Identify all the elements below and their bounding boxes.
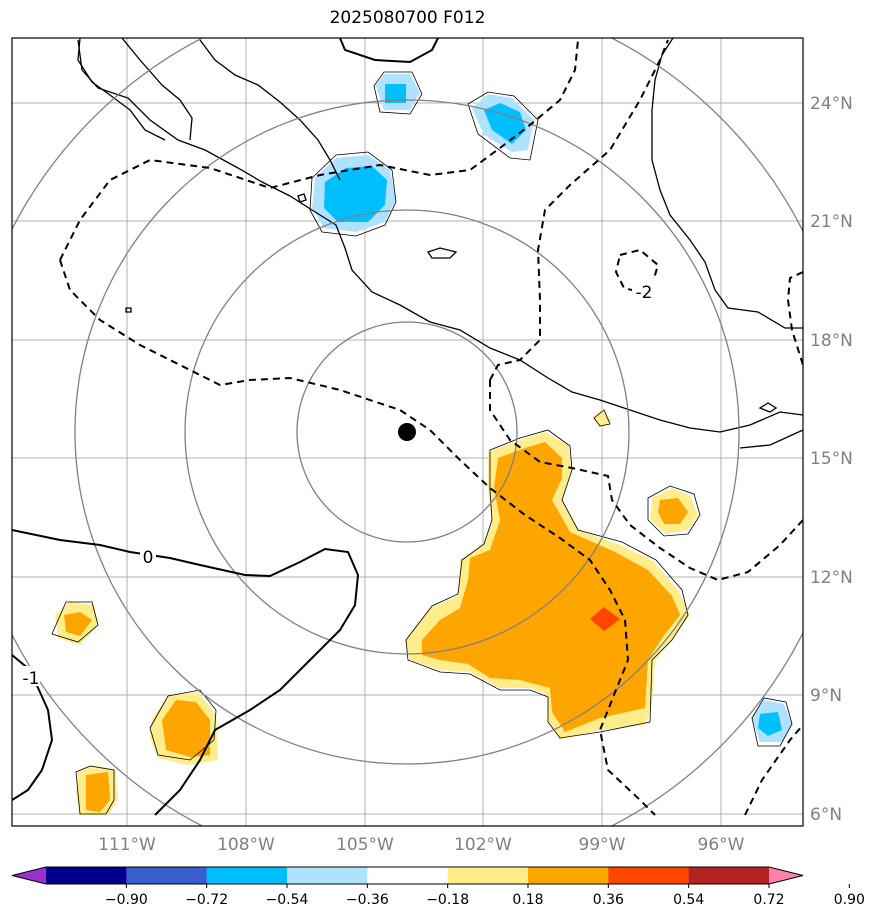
contour-dashed-east-2 — [489, 380, 803, 582]
lon-label-102w: 102°W — [454, 835, 512, 855]
lon-label-105w: 105°W — [336, 835, 394, 855]
colorbar-swatch — [528, 867, 609, 884]
positive-area-east-core — [658, 498, 688, 524]
contour-dashed-west — [59, 259, 656, 816]
latitude-labels: 24°N 21°N 18°N 15°N 12°N 9°N 6°N — [810, 94, 853, 825]
map-frame — [11, 37, 804, 827]
colorbar-tick-label: −0.72 — [185, 892, 228, 908]
lat-label-12n: 12°N — [810, 568, 853, 588]
colorbar-tick-label: 0.36 — [593, 892, 624, 908]
contour-label-minus-one: -1 — [23, 669, 40, 689]
colorbar-swatch — [608, 867, 690, 884]
positive-area-small — [592, 410, 612, 428]
lat-label-15n: 15°N — [810, 449, 853, 469]
lat-label-18n: 18°N — [810, 331, 853, 351]
colorbar-outline — [11, 866, 804, 885]
small-island — [125, 307, 132, 313]
colorbar-tick-label: −0.36 — [346, 892, 389, 908]
lon-label-99w: 99°W — [579, 835, 626, 855]
colorbar-tick-label: −0.54 — [266, 892, 309, 908]
colorbar-swatch — [126, 867, 208, 884]
lon-label-111w: 111°W — [98, 835, 156, 855]
contour-solid-north — [339, 38, 439, 64]
lat-label-9n: 9°N — [810, 686, 842, 706]
contour-solid-zero — [12, 529, 360, 816]
coastlines — [77, 38, 803, 449]
colorbar-swatch — [46, 867, 127, 884]
mainland-gulf-coast — [199, 39, 341, 181]
positive-area-sw1-core — [64, 612, 92, 636]
strong-positive-spot — [590, 607, 620, 631]
range-ring-1 — [296, 321, 518, 543]
colorbar-tick-label: 0.90 — [834, 892, 865, 908]
colorbar-swatch — [206, 867, 288, 884]
contour-dashed-ring — [614, 248, 660, 294]
colorbar-extend-high — [769, 867, 803, 884]
colorbar-tick-label: 0.54 — [673, 892, 704, 908]
island-3 — [297, 193, 307, 203]
contour-label-minus-two: -2 — [636, 283, 653, 303]
mexico-pacific-coast — [77, 39, 803, 433]
lake-island — [426, 247, 458, 259]
island-2 — [758, 402, 778, 413]
contour-dashed-se — [744, 724, 803, 816]
negative-area-ne-core — [484, 103, 526, 144]
colorbar-tick-label: −0.90 — [105, 892, 148, 908]
contour-dashed-ne — [786, 271, 803, 366]
colorbar-tick-label: 0.18 — [512, 892, 543, 908]
yucatan-coast — [739, 429, 803, 449]
colorbar-swatch — [367, 867, 449, 884]
contour-label-zero: 0 — [143, 548, 154, 568]
range-ring-3 — [74, 99, 740, 765]
colorbar-tick-label: 0.72 — [753, 892, 784, 908]
contour-dashed-main — [59, 39, 579, 261]
negative-area-se-core — [758, 712, 782, 736]
colorbar-swatch — [688, 867, 770, 884]
map-title: 2025080700 F012 — [329, 8, 486, 28]
lon-label-96w: 96°W — [698, 835, 745, 855]
gulf-coast — [651, 38, 803, 329]
positive-area-sw2-core — [162, 700, 210, 757]
colorbar-extend-low — [12, 867, 46, 884]
longitude-labels: 111°W 108°W 105°W 102°W 99°W 96°W — [98, 835, 745, 855]
positive-anomaly-shading — [55, 410, 698, 815]
negative-area-north-core — [385, 84, 406, 103]
lat-label-24n: 24°N — [810, 94, 853, 114]
positive-area-sw3-core — [86, 772, 110, 812]
storm-center-marker — [398, 423, 416, 441]
range-rings — [12, 38, 803, 826]
colorbar: −0.90 −0.72 −0.54 −0.36 −0.18 0.18 0.36 0.54 0.7… — [11, 866, 865, 908]
range-ring-2 — [184, 209, 630, 655]
lon-label-108w: 108°W — [217, 835, 275, 855]
baja-west-coast — [77, 38, 166, 141]
shading-outlines — [51, 71, 793, 815]
colorbar-swatch — [287, 867, 368, 884]
colorbar-tick-label: −0.18 — [426, 892, 469, 908]
baja-east-coast — [121, 38, 193, 141]
lat-label-21n: 21°N — [810, 212, 853, 232]
range-ring-4 — [12, 38, 803, 826]
positive-area-large-core — [422, 442, 680, 732]
colorbar-swatch — [447, 867, 529, 884]
lat-label-6n: 6°N — [810, 805, 842, 825]
contour-dashed-east — [489, 39, 669, 381]
